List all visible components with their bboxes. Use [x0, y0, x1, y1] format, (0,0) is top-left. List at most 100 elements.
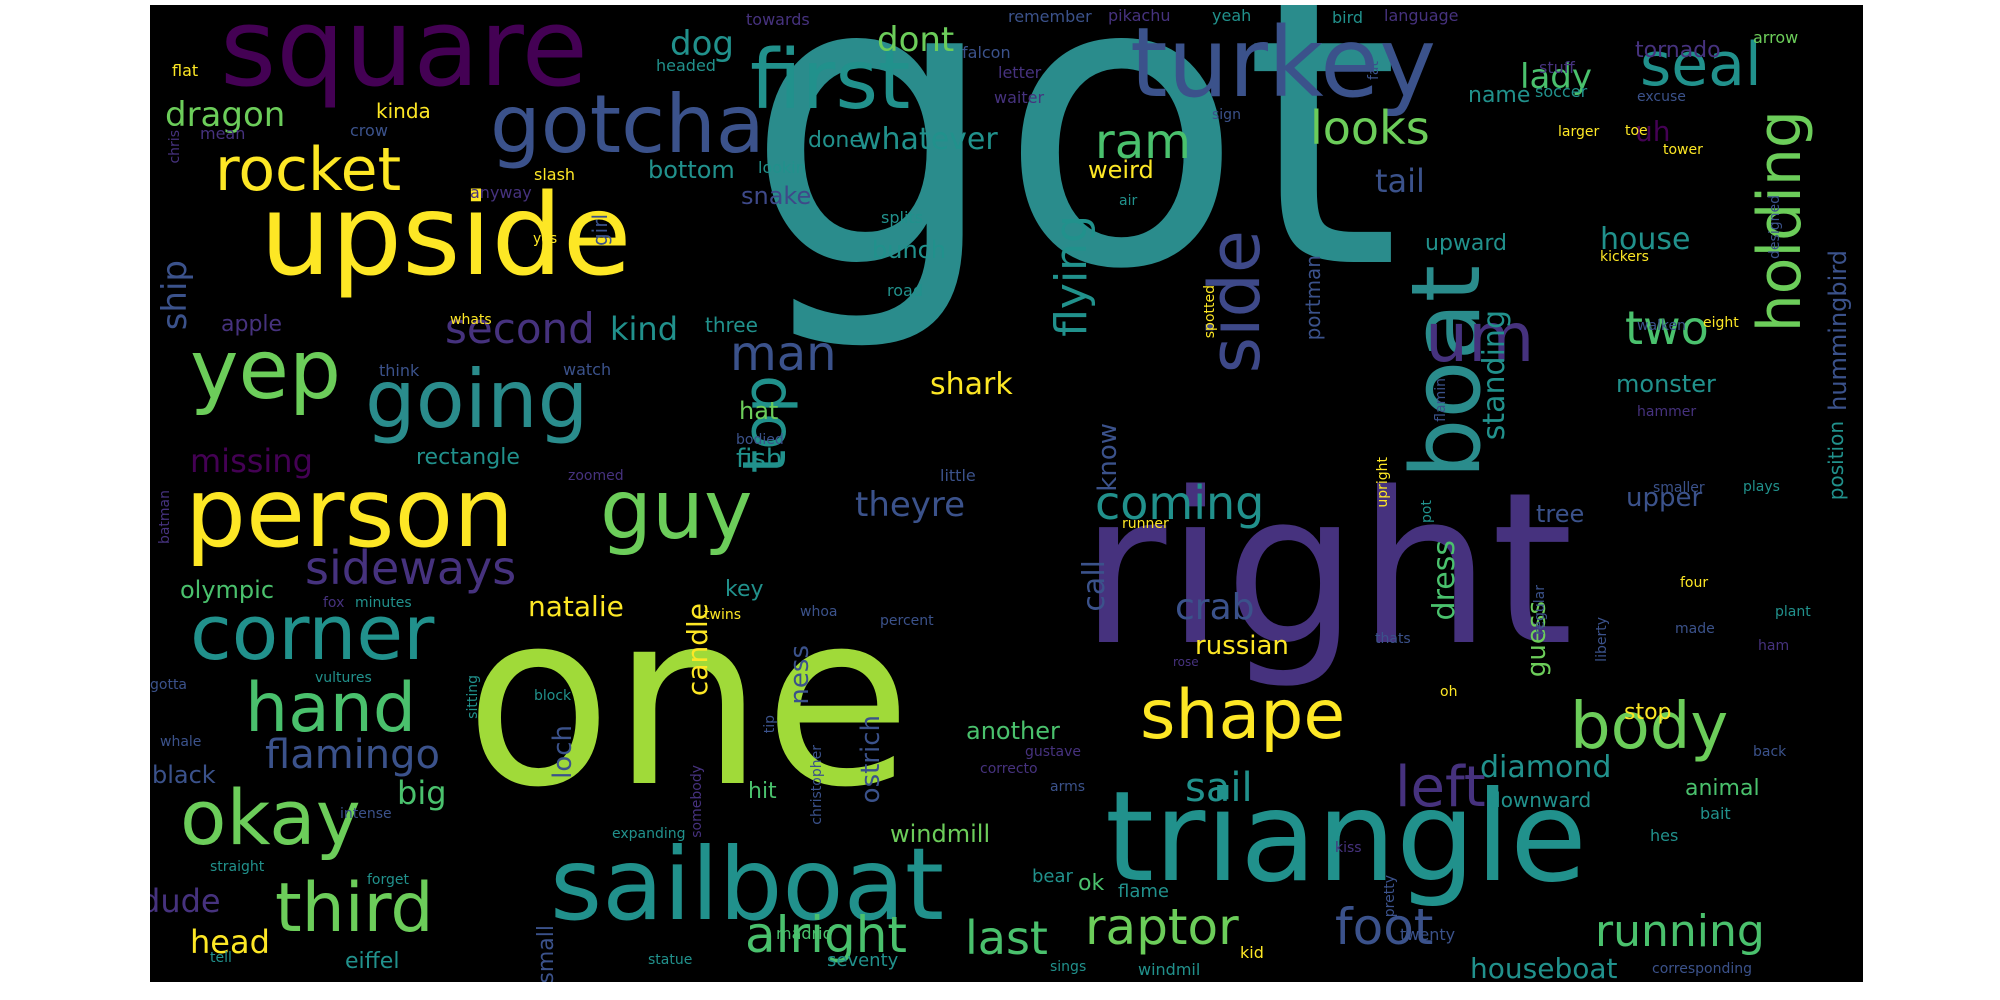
word-gotta: gotta [150, 677, 188, 693]
word-bodied: bodied [736, 432, 784, 448]
word-um: um [1425, 299, 1535, 378]
word-running: running [1595, 906, 1765, 957]
word-plays: plays [1743, 479, 1780, 495]
word-flying: flying [1046, 215, 1097, 337]
word-runner: runner [1122, 516, 1169, 532]
word-okay: okay [180, 773, 361, 862]
word-hummingbird: hummingbird [1824, 250, 1852, 411]
word-downward: downward [1488, 788, 1592, 812]
word-last: last [965, 911, 1048, 965]
word-alright: alright [745, 906, 908, 964]
word-rectangle: rectangle [416, 445, 520, 470]
word-ham: ham [1758, 638, 1790, 654]
word-sailboat: sailboat [550, 826, 945, 943]
word-guy: guy [600, 463, 753, 558]
word-third: third [275, 869, 434, 948]
word-one: one [465, 560, 912, 840]
word-spotted: spotted [1202, 285, 1218, 339]
word-think: think [379, 361, 420, 380]
word-name: name [1468, 83, 1531, 108]
word-bait: bait [1700, 804, 1731, 823]
word-eight: eight [1703, 315, 1739, 331]
word-pretty: pretty [1382, 875, 1398, 918]
word-square: square [220, 5, 588, 111]
word-sideways: sideways [305, 541, 517, 595]
word-call: call [1077, 560, 1112, 612]
word-ostrich: ostrich [856, 715, 886, 804]
word-plant: plant [1775, 604, 1811, 620]
word-excuse: excuse [1637, 89, 1686, 105]
word-first: first [750, 33, 911, 128]
word-whale: whale [160, 734, 202, 750]
word-tell: tell [210, 950, 232, 966]
word-house: house [1600, 222, 1691, 257]
word-regular: regular [1532, 585, 1548, 636]
word-windmil: windmil [1138, 960, 1201, 979]
word-uh: uh [1635, 115, 1671, 148]
word-madrid: madrid [776, 924, 833, 943]
word-tornado: tornado [1635, 38, 1721, 63]
word-olympic: olympic [180, 576, 275, 604]
word-gotcha: gotcha [490, 78, 765, 171]
word-hammer: hammer [1637, 404, 1697, 420]
word-twenty: twenty [1400, 925, 1456, 944]
word-vultures: vultures [315, 670, 372, 686]
word-whatever: whatever [857, 122, 998, 157]
word-loch: loch [548, 725, 578, 779]
word-whoa: whoa [800, 604, 838, 620]
word-houseboat: houseboat [1470, 952, 1618, 983]
word-crab: crab [1175, 587, 1255, 628]
word-eiffel: eiffel [345, 949, 400, 974]
word-girl: girl [588, 214, 612, 247]
word-cloud: got one right triangle sailboat upside s… [150, 5, 1863, 982]
word-rocket: rocket [215, 135, 402, 205]
word-ram: ram [1095, 114, 1191, 170]
word-sitting: sitting [465, 675, 481, 719]
word-done: done [808, 128, 863, 153]
word-splits: splits [881, 208, 923, 227]
word-hand: hand [245, 669, 417, 748]
word-back: back [1753, 744, 1787, 760]
word-two: two [1625, 301, 1709, 355]
word-liberty: liberty [1594, 617, 1610, 662]
word-another: another [966, 717, 1060, 745]
word-hes: hes [1650, 826, 1679, 845]
word-looks: looks [1310, 101, 1430, 155]
word-designed: designed [1767, 195, 1783, 259]
word-dude: dude [150, 882, 221, 920]
word-thats: thats [1375, 631, 1411, 647]
word-black: black [152, 761, 216, 789]
word-person: person [185, 457, 515, 569]
word-triangle: triangle [1105, 765, 1587, 910]
word-right: right [1080, 447, 1574, 692]
word-batman: batman [157, 490, 173, 545]
word-flamingo: flamingo [265, 732, 440, 778]
word-head: head [190, 923, 270, 961]
word-seventy: seventy [827, 950, 899, 971]
word-portman: portman [1301, 255, 1325, 341]
word-left: left [1395, 755, 1486, 820]
word-correcto: correcto [980, 761, 1038, 777]
word-kickers: kickers [1600, 249, 1649, 265]
word-headed: headed [656, 56, 716, 75]
word-kinda: kinda [376, 99, 431, 123]
word-kid: kid [1240, 943, 1264, 962]
word-know: know [1093, 423, 1123, 492]
word-coming: coming [1095, 476, 1265, 530]
word-block: block [534, 688, 572, 704]
word-bird: bird [1332, 8, 1364, 27]
word-position: position [1824, 421, 1848, 501]
word-yep: yep [190, 323, 342, 418]
word-arrow: arrow [1753, 28, 1799, 47]
word-three: three [705, 313, 758, 337]
word-upward: upward [1425, 231, 1508, 256]
word-key: key [725, 577, 764, 602]
word-fox: fox [323, 595, 345, 611]
word-dragon: dragon [165, 95, 286, 135]
word-sign: sign [1212, 107, 1241, 123]
word-whats: whats [450, 312, 492, 328]
word-arms: arms [1050, 779, 1086, 795]
word-body: body [1570, 690, 1729, 764]
word-bunch: bunch [872, 236, 947, 264]
word-mean: mean [200, 124, 246, 143]
